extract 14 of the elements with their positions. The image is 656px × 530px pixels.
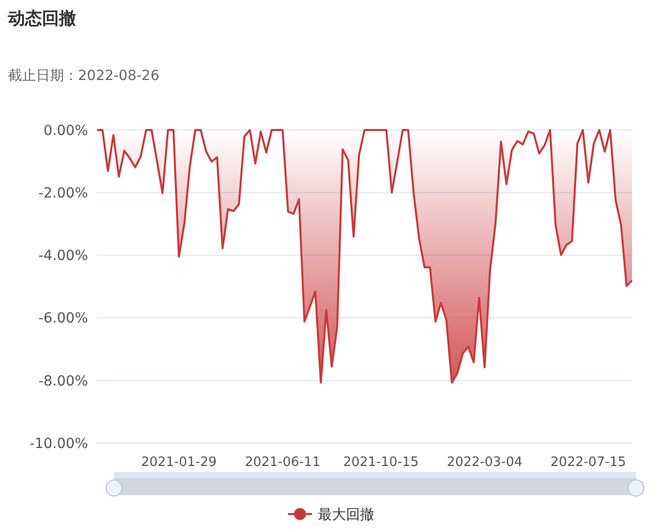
chart-subtitle: 截止日期：2022-08-26 (8, 68, 160, 84)
x-tick-label: 2022-03-04 (446, 455, 522, 470)
y-tick-label: -6.00% (38, 310, 88, 327)
chart-title: 动态回撤 (7, 9, 76, 29)
y-tick-label: -8.00% (38, 373, 88, 390)
x-tick-label: 2021-06-11 (244, 455, 320, 470)
y-tick-label: -4.00% (38, 248, 88, 264)
y-tick-label: -2.00% (38, 186, 88, 202)
x-tick-label: 2022-07-15 (550, 455, 626, 470)
legend-label: 最大回撤 (318, 506, 374, 523)
y-tick-label: -10.00% (30, 436, 88, 452)
x-tick-label: 2021-01-29 (141, 455, 217, 470)
x-tick-label: 2021-10-15 (343, 455, 419, 470)
y-tick-label: 0.00% (44, 122, 88, 139)
